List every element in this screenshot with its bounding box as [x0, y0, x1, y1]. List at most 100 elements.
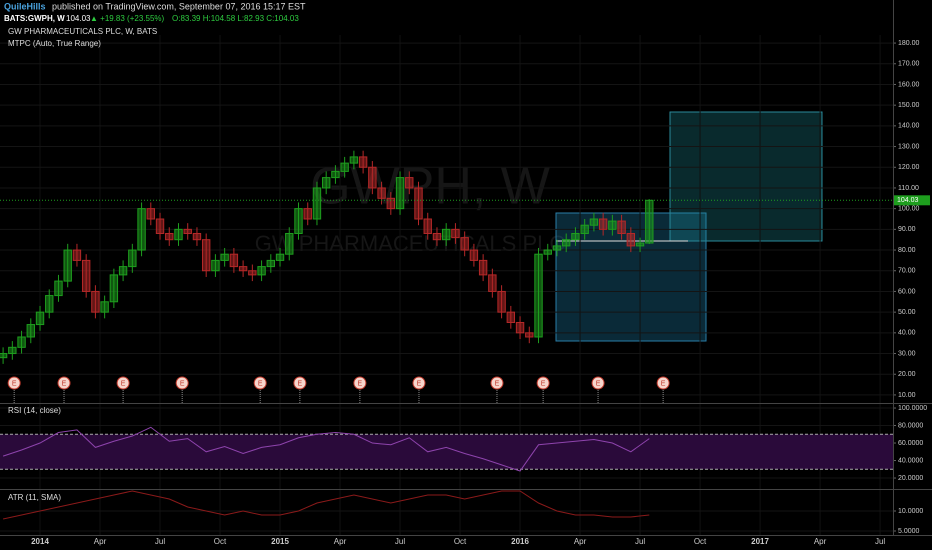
candle-body [543, 249, 552, 255]
x-tick-label: 2015 [271, 537, 289, 546]
y-tick-label: 70.00 [898, 268, 916, 275]
candle-body [17, 336, 26, 348]
candle-body [35, 311, 45, 326]
last-price-tag-bg [894, 195, 930, 206]
author[interactable]: QuileHills [4, 1, 46, 11]
candle-body [552, 245, 562, 251]
x-tick-label: Oct [694, 537, 707, 546]
candle-body [266, 259, 275, 268]
y-tick-label: 100.00 [898, 205, 920, 212]
candle-body [183, 228, 192, 234]
candle-body [81, 259, 91, 292]
candle-body [0, 353, 8, 359]
earnings-marker[interactable] [175, 376, 189, 390]
earnings-label: E [541, 380, 546, 387]
change: ▲ +19.83 (+23.55%) [90, 14, 165, 23]
candle-body [248, 270, 257, 276]
atr-title: ATR (11, SMA) [8, 493, 61, 502]
y-tick-label: 10.0000 [898, 508, 923, 515]
y-tick-label: 80.0000 [898, 422, 923, 429]
candle-body [100, 301, 109, 313]
earnings-marker[interactable] [591, 376, 605, 390]
earnings-label: E [661, 380, 666, 387]
earnings-marker[interactable] [7, 376, 21, 390]
x-tick-label: Oct [214, 537, 227, 546]
y-tick-label: 100.0000 [898, 405, 927, 412]
x-tick-label: 2017 [751, 537, 769, 546]
candle-body [303, 208, 312, 220]
candle-body [137, 208, 146, 251]
candle-body [395, 177, 405, 210]
candle-body [72, 249, 82, 261]
x-tick-label: 2014 [31, 537, 49, 546]
earnings-label: E [417, 380, 422, 387]
earnings-label: E [121, 380, 126, 387]
candle-body [571, 232, 580, 241]
earnings-marker[interactable] [656, 376, 670, 390]
candle-body [432, 232, 442, 241]
x-tick-label: Apr [574, 537, 587, 546]
y-tick-label: 90.00 [898, 226, 916, 233]
candle-body [192, 232, 202, 241]
candle-body [608, 220, 617, 230]
candle-body [331, 170, 340, 179]
indicator-line [2, 426, 650, 472]
earnings-label: E [495, 380, 500, 387]
earnings-marker[interactable] [293, 376, 307, 390]
earnings-label: E [298, 380, 303, 387]
y-tick-label: 110.00 [898, 185, 919, 192]
candle-body [617, 220, 626, 234]
candle-body [275, 253, 285, 261]
candle-body [497, 290, 506, 313]
earnings-label: E [258, 380, 263, 387]
earnings-marker[interactable] [353, 376, 367, 390]
candle-body [238, 266, 248, 272]
candle-body [442, 228, 451, 241]
y-tick-label: 40.0000 [898, 457, 923, 464]
earnings-label: E [596, 380, 601, 387]
indicator-label: MTPC (Auto, True Range) [8, 39, 101, 48]
candle-body [220, 253, 229, 261]
candle-body [635, 242, 645, 247]
candle-body [349, 156, 359, 164]
ohlc: O:83.39 H:104.58 L:82.93 C:104.03 [172, 14, 299, 23]
earnings-label: E [358, 380, 363, 387]
candle-body [598, 218, 608, 230]
candle-body [580, 224, 589, 234]
x-tick-label: Oct [454, 537, 467, 546]
earnings-marker[interactable] [536, 376, 550, 390]
candle-body [405, 177, 414, 189]
candle-body [358, 156, 368, 168]
y-tick-label: 160.00 [898, 81, 920, 88]
y-tick-label: 170.00 [898, 61, 920, 68]
y-tick-label: 50.00 [898, 309, 916, 316]
candle-body [460, 237, 469, 251]
y-tick-label: 140.00 [898, 123, 920, 130]
earnings-marker[interactable] [412, 376, 426, 390]
candle-body [26, 324, 35, 338]
candle-body [294, 208, 303, 234]
x-tick-label: Jul [875, 537, 885, 546]
candle-body [229, 253, 239, 268]
target-zone[interactable] [669, 111, 823, 242]
candle-body [562, 239, 571, 247]
x-tick-label: 2016 [511, 537, 529, 546]
earnings-marker[interactable] [490, 376, 504, 390]
candle-body [211, 259, 220, 272]
candle-body [109, 274, 119, 303]
earnings-marker[interactable] [57, 376, 71, 390]
candle-body [488, 274, 497, 292]
watermark-sub: GW PHARMACEUTICALS PLC [255, 231, 566, 256]
y-tick-label: 40.00 [898, 330, 916, 337]
y-tick-label: 10.00 [898, 392, 916, 399]
x-tick-label: Jul [155, 537, 165, 546]
earnings-marker[interactable] [253, 376, 267, 390]
earnings-marker[interactable] [116, 376, 130, 390]
y-tick-label: 130.00 [898, 143, 920, 150]
y-tick-label: 20.0000 [898, 475, 923, 482]
candle-body [589, 218, 599, 226]
x-tick-label: Jul [395, 537, 405, 546]
y-tick-label: 20.00 [898, 371, 916, 378]
candle-body [469, 249, 479, 261]
